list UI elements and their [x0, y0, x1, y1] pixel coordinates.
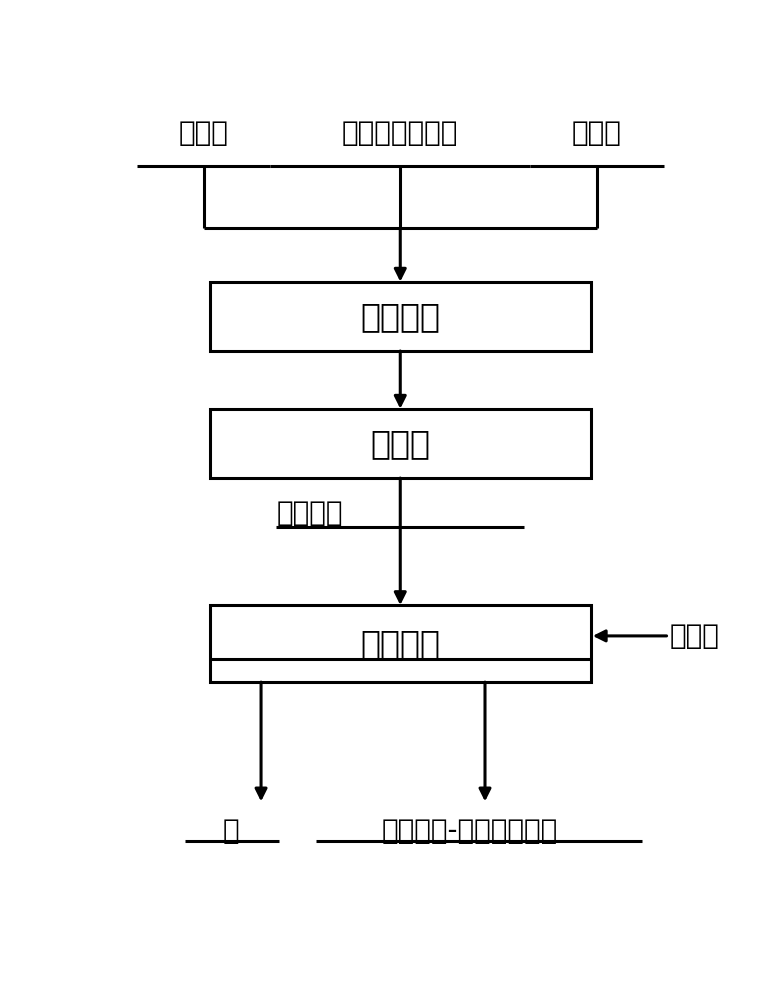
Bar	[209, 282, 591, 351]
Bar	[209, 409, 591, 478]
Text: 渣: 渣	[223, 817, 239, 845]
Text: 失效汽车催化剂: 失效汽车催化剂	[342, 119, 458, 147]
Text: 预还原: 预还原	[370, 427, 430, 460]
Bar	[209, 605, 591, 682]
Text: 混合制团: 混合制团	[360, 300, 440, 333]
Text: 造渣剂: 造渣剂	[669, 622, 719, 650]
Text: 熔炼分离: 熔炼分离	[360, 627, 440, 660]
Text: 还原产物: 还原产物	[276, 499, 343, 527]
Text: 铂族金属-捕集金属合金: 铂族金属-捕集金属合金	[382, 817, 558, 845]
Text: 捕集剂: 捕集剂	[179, 119, 229, 147]
Text: 还原剂: 还原剂	[572, 119, 622, 147]
